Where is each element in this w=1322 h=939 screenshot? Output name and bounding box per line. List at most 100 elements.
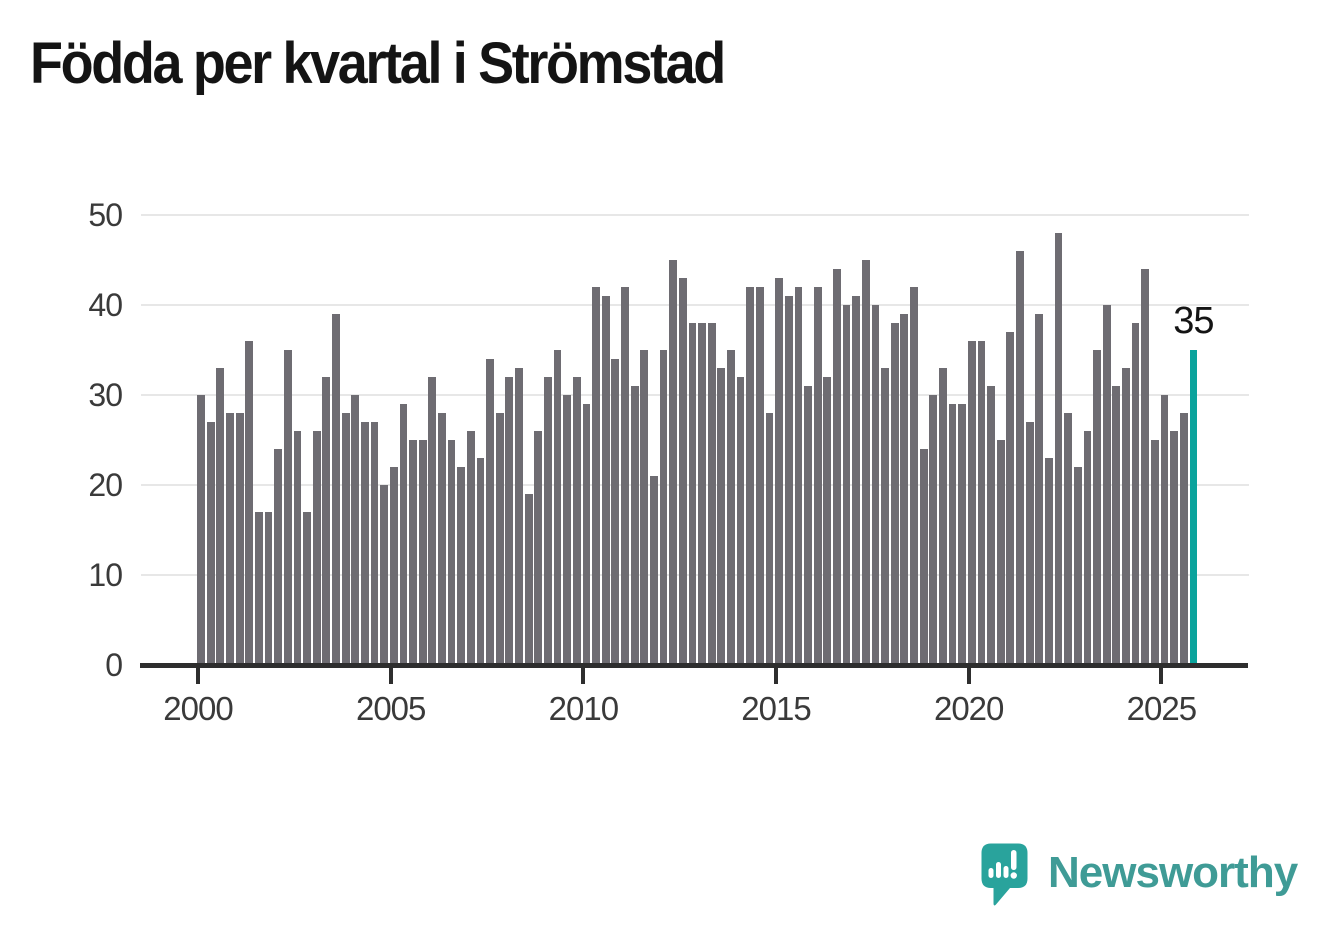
bar (842, 305, 851, 665)
bar (312, 431, 321, 665)
bar (389, 467, 398, 665)
bar (967, 341, 976, 665)
bar (1141, 269, 1150, 665)
bar (1093, 350, 1101, 665)
bar (206, 422, 215, 665)
bar (226, 413, 234, 665)
bar (592, 287, 600, 665)
bar (553, 350, 562, 665)
bar (495, 413, 504, 665)
bar (1044, 458, 1053, 665)
bar (216, 368, 225, 665)
y-axis-tick-label: 50 (88, 197, 123, 233)
bar (736, 377, 745, 665)
y-axis-tick-label: 10 (88, 557, 123, 593)
bar (370, 422, 379, 665)
x-axis-tick-label: 2020 (933, 690, 1004, 727)
bar (659, 350, 668, 665)
bar (399, 404, 408, 665)
newsworthy-logo-text: Newsworthy (1048, 848, 1298, 897)
bar (852, 296, 861, 665)
bar (698, 323, 706, 665)
bar (987, 386, 995, 665)
bar (1064, 413, 1073, 665)
x-axis-tick-mark (581, 665, 586, 684)
bar (717, 368, 726, 665)
bar (784, 296, 793, 665)
bar (563, 395, 572, 665)
bar (534, 431, 543, 665)
bar (823, 377, 832, 665)
x-axis-tick-label: 2010 (548, 690, 619, 727)
bar (861, 260, 870, 665)
bar (1102, 305, 1111, 665)
bar (746, 287, 755, 665)
bar (611, 359, 620, 665)
bar (264, 512, 273, 665)
bar (360, 422, 369, 665)
bar (919, 449, 928, 665)
bar (293, 431, 302, 665)
bar (977, 341, 986, 665)
bar (688, 323, 697, 665)
bar (765, 413, 774, 665)
value-annotation: 35 (1173, 300, 1214, 342)
bar (1025, 422, 1034, 665)
bar (669, 260, 678, 665)
bar (515, 368, 523, 665)
bar (1083, 431, 1092, 665)
bar (871, 305, 880, 665)
chart-title: Födda per kvartal i Strömstad (30, 31, 726, 96)
newsworthy-logo: Newsworthy (981, 843, 1301, 907)
y-axis-tick-label: 40 (88, 287, 123, 323)
bar (755, 287, 764, 665)
bar (476, 458, 485, 665)
highlighted-bar (1189, 350, 1198, 665)
x-axis-line (140, 663, 1248, 668)
bar (380, 485, 389, 665)
bar (418, 440, 427, 665)
newsworthy-speech-bubble-bar-chart-icon (981, 843, 1028, 906)
y-axis-tick-label: 0 (105, 647, 123, 683)
bar (804, 386, 812, 665)
bar (197, 395, 205, 665)
bar (1054, 233, 1063, 665)
bar (486, 359, 495, 665)
bar (409, 440, 417, 665)
bar (958, 404, 967, 665)
bar (833, 269, 841, 665)
bar (1179, 413, 1188, 665)
bar (727, 350, 735, 665)
bar (939, 368, 947, 665)
bar (341, 413, 350, 665)
bar (929, 395, 938, 665)
bar (1131, 323, 1140, 665)
x-axis-tick-mark (388, 665, 393, 684)
x-axis-tick-label: 2015 (741, 690, 811, 727)
bar (544, 377, 552, 665)
bar (650, 476, 658, 665)
bar (303, 512, 311, 665)
bar (438, 413, 446, 665)
bar (466, 431, 475, 665)
bar (1160, 395, 1169, 665)
bar (332, 314, 340, 665)
bar (505, 377, 514, 665)
bar (1006, 332, 1015, 665)
bar (245, 341, 254, 665)
x-axis-tick-label: 2005 (355, 690, 426, 727)
x-axis-tick-mark (774, 665, 778, 684)
bar (1073, 467, 1082, 665)
bar (707, 323, 716, 665)
bar (678, 278, 687, 665)
x-axis-tick-mark (1159, 665, 1164, 684)
bar (1112, 386, 1121, 665)
bar (910, 287, 918, 665)
bar (351, 395, 360, 665)
x-axis-tick-mark (196, 665, 200, 684)
bar (457, 467, 466, 665)
gridline (141, 214, 1249, 216)
x-axis-tick-mark (966, 665, 971, 684)
bar (794, 287, 803, 665)
